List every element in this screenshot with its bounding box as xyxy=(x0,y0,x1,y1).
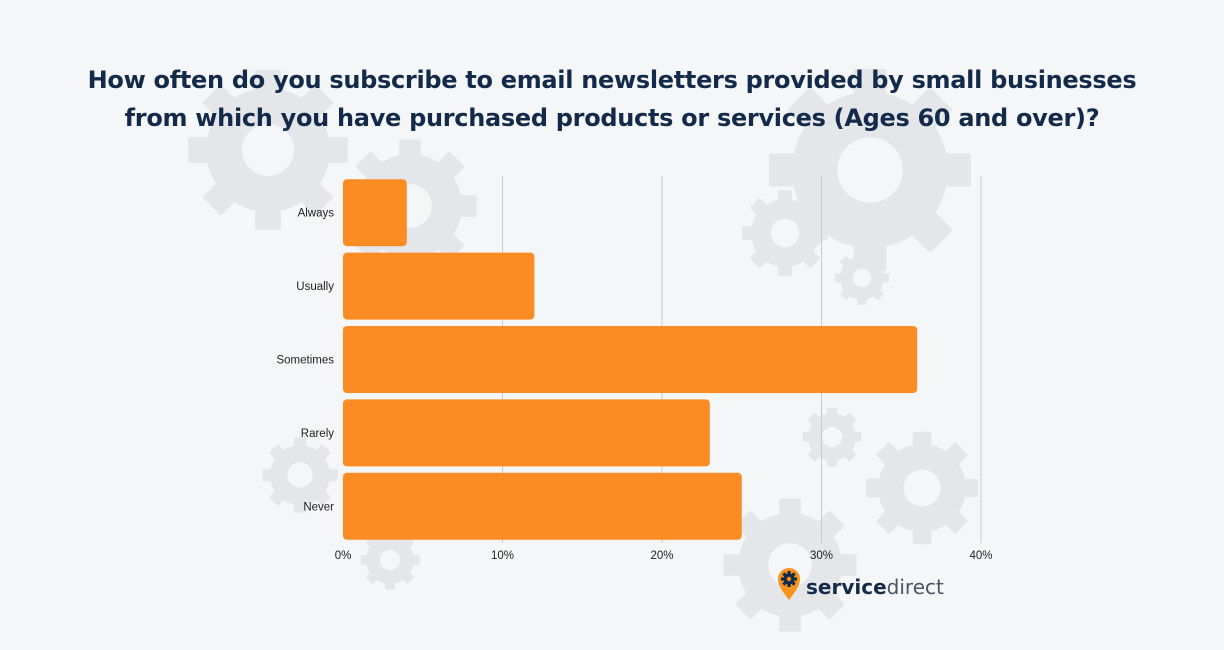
tick-label-30pct: 30% xyxy=(810,550,833,562)
decor-gear-5 xyxy=(834,250,890,306)
chart-title-line-2: from which you have purchased products o… xyxy=(124,104,1100,132)
decor-gear-8 xyxy=(865,431,979,545)
chart-title-line-1: How often do you subscribe to email news… xyxy=(87,66,1137,94)
tick-label-40pct: 40% xyxy=(969,550,992,562)
decor-gear-6 xyxy=(262,437,338,513)
value-axis-tick-labels: 0% 10% 20% 30% 40% xyxy=(335,550,993,562)
logo-word-direct: direct xyxy=(887,575,944,599)
bar-rarely xyxy=(343,399,710,467)
tick-label-0pct: 0% xyxy=(335,550,352,562)
logo-word-service: service xyxy=(806,575,887,599)
bar-series xyxy=(343,179,918,540)
category-label-always: Always xyxy=(298,208,335,220)
logo-wordmark: servicedirect xyxy=(806,575,944,599)
tick-label-10pct: 10% xyxy=(491,550,514,562)
gear-pin-icon xyxy=(778,568,800,600)
category-label-never: Never xyxy=(303,501,334,513)
tick-label-20pct: 20% xyxy=(650,550,673,562)
decor-gear-1 xyxy=(188,70,348,230)
category-axis-labels: Always Usually Sometimes Rarely Never xyxy=(276,208,334,514)
bar-usually xyxy=(343,252,535,320)
category-label-usually: Usually xyxy=(296,281,334,293)
bar-never xyxy=(343,472,742,540)
category-label-sometimes: Sometimes xyxy=(276,355,334,367)
category-label-rarely: Rarely xyxy=(301,428,334,440)
decor-gear-10 xyxy=(723,498,857,632)
bar-always xyxy=(343,179,407,247)
servicedirect-logo: servicedirect xyxy=(778,568,944,600)
decor-gear-9 xyxy=(802,407,862,467)
bar-sometimes xyxy=(343,326,918,393)
decor-gear-4 xyxy=(742,190,828,276)
